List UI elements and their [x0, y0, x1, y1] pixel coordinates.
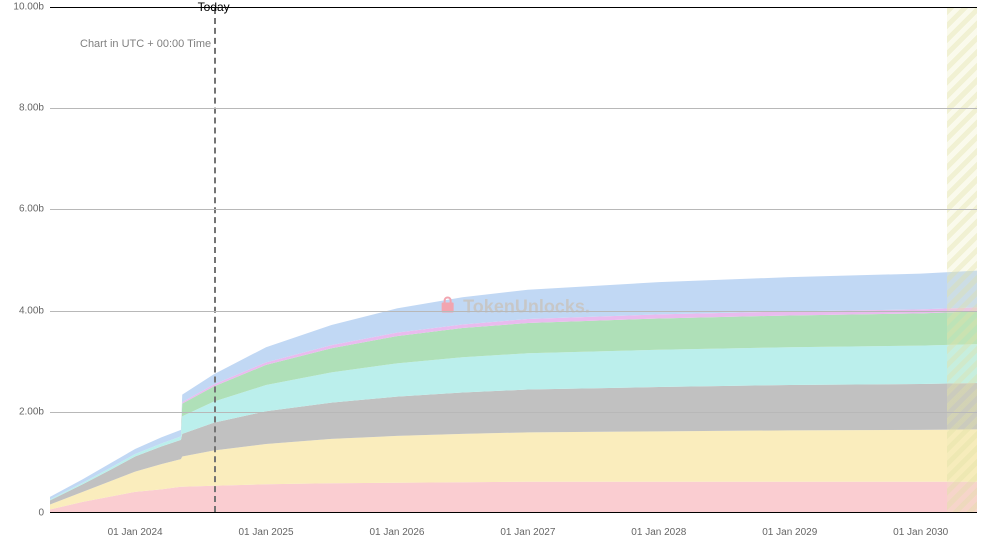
- x-tick-label: 01 Jan 2029: [762, 527, 817, 538]
- today-label: Today: [198, 0, 230, 14]
- token-unlock-chart: TokenUnlocks. Chart in UTC + 00:00 Time …: [0, 0, 987, 553]
- grid-line: [50, 412, 977, 413]
- watermark: TokenUnlocks.: [437, 294, 590, 319]
- stacked-area-svg: [50, 8, 977, 512]
- y-tick-label: 4.00b: [0, 305, 44, 316]
- grid-line: [50, 311, 977, 312]
- chart-utc-note: Chart in UTC + 00:00 Time: [80, 38, 211, 50]
- y-tick-label: 6.00b: [0, 204, 44, 215]
- y-tick-label: 2.00b: [0, 406, 44, 417]
- grid-line: [50, 108, 977, 109]
- x-tick-label: 01 Jan 2028: [631, 527, 686, 538]
- y-tick-label: 10.00b: [0, 2, 44, 13]
- x-tick-label: 01 Jan 2024: [108, 527, 163, 538]
- lock-icon: [437, 294, 457, 319]
- x-tick-label: 01 Jan 2026: [369, 527, 424, 538]
- future-hatch-band: [947, 8, 977, 512]
- x-tick-label: 01 Jan 2027: [500, 527, 555, 538]
- y-tick-label: 0: [0, 508, 44, 519]
- grid-line: [50, 209, 977, 210]
- x-tick-label: 01 Jan 2025: [239, 527, 294, 538]
- y-tick-label: 8.00b: [0, 103, 44, 114]
- watermark-text: TokenUnlocks.: [463, 296, 590, 317]
- x-tick-label: 01 Jan 2030: [893, 527, 948, 538]
- plot-area: TokenUnlocks. Chart in UTC + 00:00 Time: [50, 7, 977, 513]
- today-vertical-line: [214, 8, 216, 512]
